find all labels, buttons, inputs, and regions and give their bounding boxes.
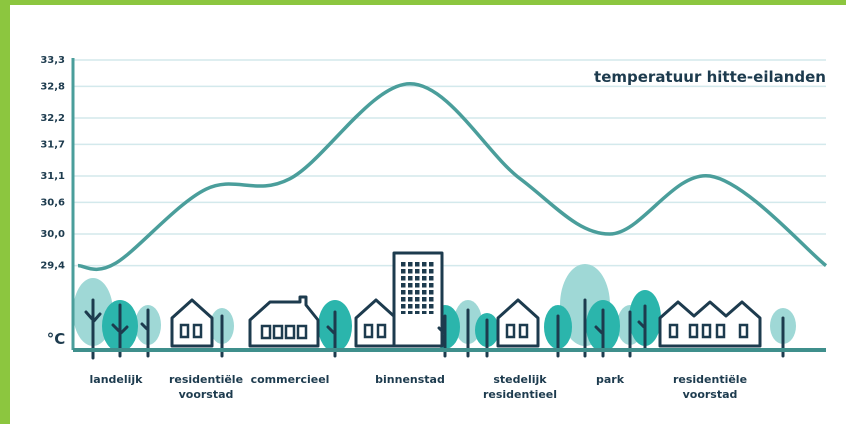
x-tick-label: commercieel	[250, 373, 330, 386]
y-tick-label: 30,6	[40, 197, 65, 208]
house	[354, 298, 398, 348]
x-tick-label: park	[595, 373, 625, 386]
window	[376, 323, 387, 339]
top-border	[0, 0, 846, 5]
house	[248, 295, 320, 348]
window	[701, 323, 712, 339]
x-tick-label: binnenstad	[375, 373, 445, 386]
x-tick-label: residentiële voorstad	[672, 373, 748, 401]
y-tick-label: 33,3	[40, 55, 65, 66]
window	[179, 323, 190, 339]
x-tick-label: residentiële voorstad	[168, 373, 244, 401]
y-tick-label: 29,4	[40, 261, 65, 272]
x-tick-label: landelijk	[89, 373, 143, 386]
y-tick-label: 30,0	[40, 229, 65, 240]
y-tick-label: 31,7	[40, 139, 65, 150]
y-tick-label: 32,2	[40, 113, 65, 124]
x-tick-label: stedelijk residentieel	[482, 373, 558, 401]
illustration	[73, 251, 796, 360]
y-tick-label: 32,8	[40, 81, 65, 92]
house	[496, 298, 540, 348]
temperature-line	[77, 81, 828, 272]
window	[284, 324, 296, 340]
house	[170, 298, 214, 348]
tree-trunks	[84, 298, 785, 360]
window	[505, 323, 516, 339]
window	[192, 323, 203, 339]
window	[272, 324, 284, 340]
plot	[77, 81, 828, 272]
y-tick-label: 31,1	[40, 171, 65, 182]
window	[363, 323, 374, 339]
window	[260, 324, 272, 340]
y-unit: °C	[47, 330, 66, 348]
chart-title: temperatuur hitte-eilanden	[594, 68, 826, 86]
window	[296, 324, 308, 340]
left-border	[0, 0, 10, 424]
window	[738, 323, 749, 339]
window	[668, 323, 679, 339]
grid: 29,4 30,0 30,6 31,1 31,7 32,2 32,8 33,3	[40, 55, 826, 272]
window	[688, 323, 699, 339]
tower-windows	[401, 262, 435, 314]
window	[715, 323, 726, 339]
window	[518, 323, 529, 339]
